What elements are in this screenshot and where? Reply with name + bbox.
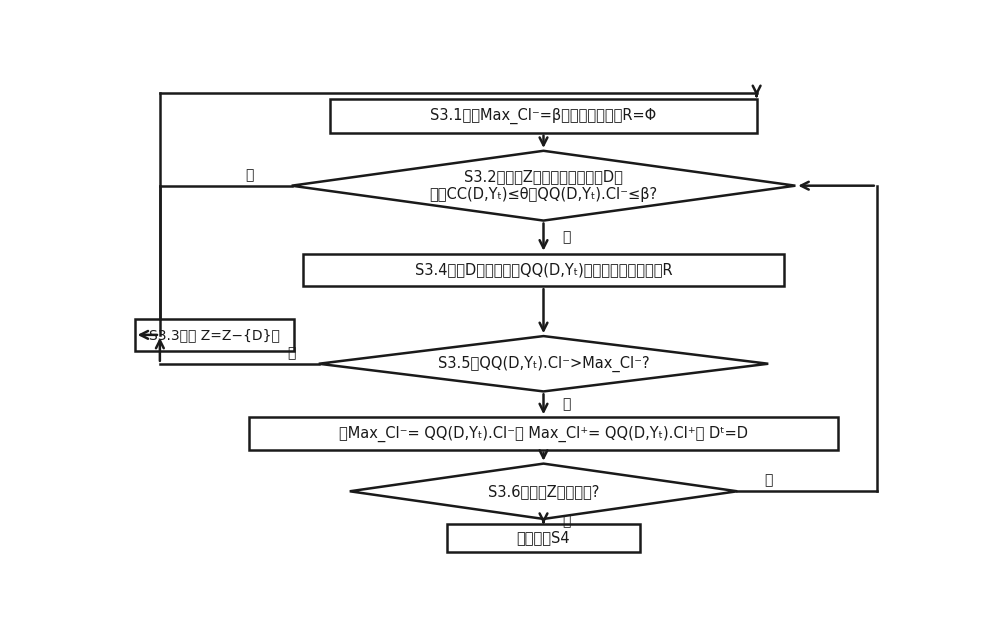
Text: 令Max_CI⁻= QQ(D,Yₜ).CI⁻， Max_CI⁺= QQ(D,Yₜ).CI⁺， Dᵗ=D: 令Max_CI⁻= QQ(D,Yₜ).CI⁻， Max_CI⁺= QQ(D,Yₜ… xyxy=(339,426,748,442)
Polygon shape xyxy=(292,151,795,221)
FancyBboxPatch shape xyxy=(447,524,640,552)
Text: 否: 否 xyxy=(245,168,253,182)
Text: 进入步骤S4: 进入步骤S4 xyxy=(517,531,570,546)
Polygon shape xyxy=(350,464,737,519)
Text: 是: 是 xyxy=(563,230,571,244)
Polygon shape xyxy=(319,336,768,391)
FancyBboxPatch shape xyxy=(249,417,838,450)
Text: S3.5、QQ(D,Yₜ).CI⁻>Max_CI⁻?: S3.5、QQ(D,Yₜ).CI⁻>Max_CI⁻? xyxy=(438,356,649,372)
Text: 是: 是 xyxy=(563,398,571,411)
FancyBboxPatch shape xyxy=(303,254,784,286)
Text: S3.3、令 Z=Z−{D}；: S3.3、令 Z=Z−{D}； xyxy=(149,328,280,342)
Text: S3.2、针对Z中未遍历过的信号D，
判断CC(D,Yₜ)≤θ、QQ(D,Yₜ).CI⁻≤β?: S3.2、针对Z中未遍历过的信号D， 判断CC(D,Yₜ)≤θ、QQ(D,Yₜ)… xyxy=(429,169,658,202)
Text: 是: 是 xyxy=(563,514,571,529)
Text: 否: 否 xyxy=(287,346,296,360)
FancyBboxPatch shape xyxy=(330,99,757,132)
Text: S3.4、以D作为索引将QQ(D,Yₜ)缓存至信号强度字典R: S3.4、以D作为索引将QQ(D,Yₜ)缓存至信号强度字典R xyxy=(415,262,672,278)
FancyBboxPatch shape xyxy=(135,319,294,351)
Text: S3.1、令Max_CI⁻=β，信号强度字典R=Φ: S3.1、令Max_CI⁻=β，信号强度字典R=Φ xyxy=(430,107,657,124)
Text: 否: 否 xyxy=(764,474,772,488)
Text: S3.6、遍历Z是否结束?: S3.6、遍历Z是否结束? xyxy=(488,484,599,499)
